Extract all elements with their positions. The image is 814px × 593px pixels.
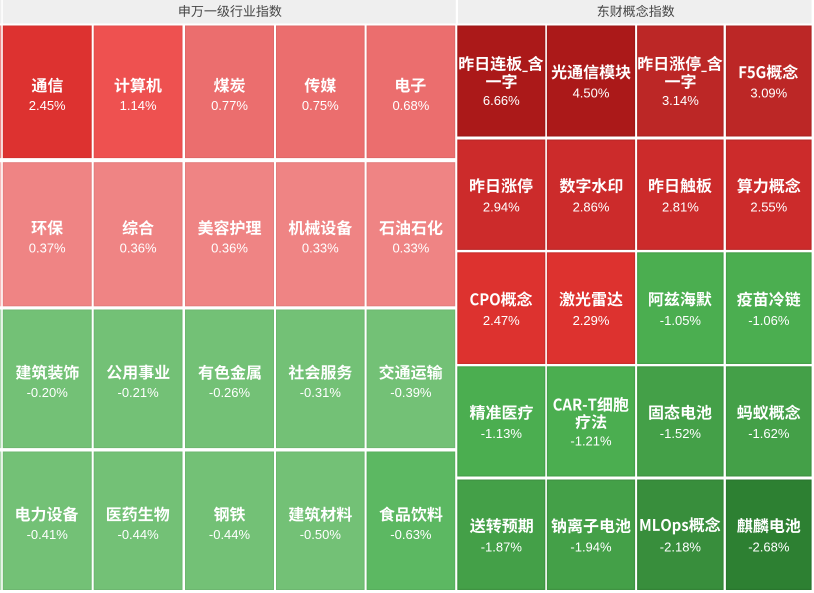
svg-text:-1.06%: -1.06% <box>748 313 790 328</box>
svg-text:-0.20%: -0.20% <box>27 385 69 400</box>
svg-text:0.68%: 0.68% <box>392 98 429 113</box>
svg-text:0.36%: 0.36% <box>120 241 157 256</box>
svg-text:-0.44%: -0.44% <box>117 527 159 542</box>
svg-text:-0.50%: -0.50% <box>300 527 342 542</box>
svg-text:-1.13%: -1.13% <box>481 426 523 441</box>
svg-text:-1.52%: -1.52% <box>660 426 702 441</box>
svg-text:4.50%: 4.50% <box>573 86 610 101</box>
svg-text:3.14%: 3.14% <box>662 93 699 108</box>
svg-text:2.45%: 2.45% <box>29 98 66 113</box>
svg-text:3.09%: 3.09% <box>750 86 787 101</box>
svg-text:2.47%: 2.47% <box>483 313 520 328</box>
svg-text:-2.18%: -2.18% <box>660 540 702 555</box>
svg-text:-0.44%: -0.44% <box>209 527 251 542</box>
svg-text:2.29%: 2.29% <box>573 313 610 328</box>
svg-text:0.36%: 0.36% <box>211 241 248 256</box>
svg-text:1.14%: 1.14% <box>120 98 157 113</box>
svg-text:2.81%: 2.81% <box>662 199 699 214</box>
svg-text:-1.62%: -1.62% <box>748 426 790 441</box>
svg-text:-0.26%: -0.26% <box>209 385 251 400</box>
svg-text:-1.94%: -1.94% <box>570 540 612 555</box>
svg-text:-1.05%: -1.05% <box>660 313 702 328</box>
svg-text:0.75%: 0.75% <box>302 98 339 113</box>
svg-text:-0.63%: -0.63% <box>390 527 432 542</box>
svg-text:-0.31%: -0.31% <box>300 385 342 400</box>
svg-text:-2.68%: -2.68% <box>748 540 790 555</box>
svg-text:-0.39%: -0.39% <box>390 385 432 400</box>
svg-text:-1.21%: -1.21% <box>570 434 612 449</box>
svg-text:0.33%: 0.33% <box>302 241 339 256</box>
svg-text:0.77%: 0.77% <box>211 98 248 113</box>
svg-text:-0.21%: -0.21% <box>117 385 159 400</box>
svg-text:-0.41%: -0.41% <box>27 527 69 542</box>
svg-text:2.55%: 2.55% <box>750 199 787 214</box>
svg-text:2.86%: 2.86% <box>573 199 610 214</box>
svg-text:2.94%: 2.94% <box>483 199 520 214</box>
svg-text:0.37%: 0.37% <box>29 241 66 256</box>
svg-text:0.33%: 0.33% <box>392 241 429 256</box>
svg-text:6.66%: 6.66% <box>483 93 520 108</box>
svg-text:-1.87%: -1.87% <box>481 540 523 555</box>
